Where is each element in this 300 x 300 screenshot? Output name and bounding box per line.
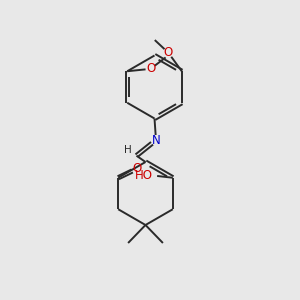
Text: O: O [164,46,173,59]
Text: HO: HO [135,169,153,182]
Text: N: N [152,134,160,147]
Text: O: O [146,62,155,75]
Text: O: O [132,162,141,175]
Text: H: H [124,145,131,155]
